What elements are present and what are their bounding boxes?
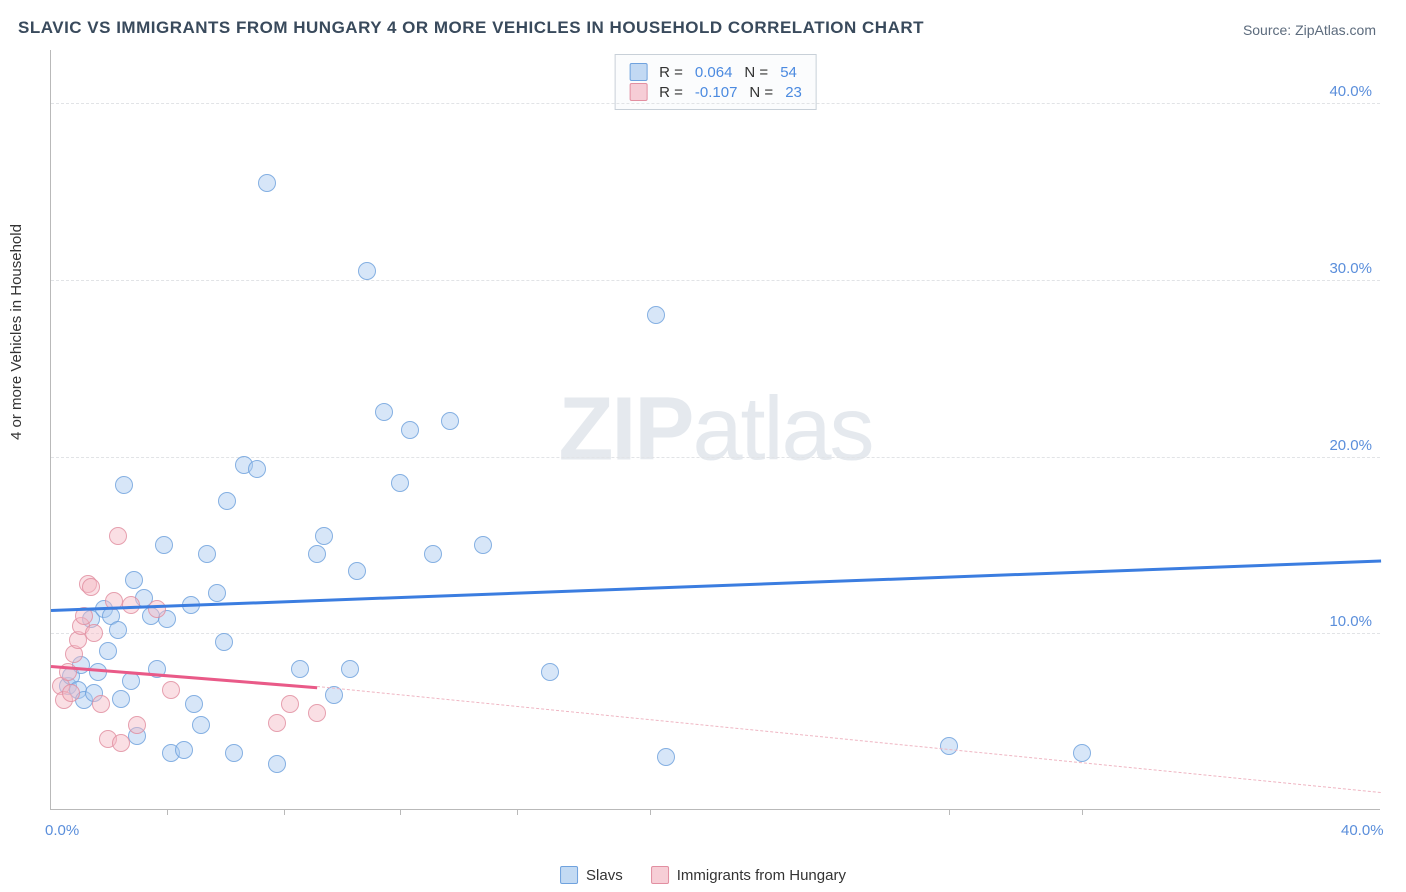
data-point: [268, 755, 286, 773]
data-point: [62, 684, 80, 702]
gridline: [51, 457, 1380, 458]
gridline: [51, 633, 1380, 634]
legend-swatch: [629, 63, 647, 81]
y-axis-label: 4 or more Vehicles in Household: [8, 224, 25, 440]
data-point: [162, 681, 180, 699]
plot-area: ZIPatlas R = 0.064 N = 54 R = -0.107 N = 23 10.…: [50, 50, 1380, 810]
x-tick-mark: [517, 809, 518, 815]
trend-line: [51, 559, 1381, 611]
data-point: [258, 174, 276, 192]
data-point: [109, 527, 127, 545]
data-point: [198, 545, 216, 563]
r-label: R =: [659, 84, 683, 101]
data-point: [474, 536, 492, 554]
data-point: [155, 536, 173, 554]
legend-item: Immigrants from Hungary: [651, 866, 846, 884]
data-point: [268, 714, 286, 732]
x-tick-label: 40.0%: [1341, 822, 1384, 839]
data-point: [248, 460, 266, 478]
legend-swatch: [629, 83, 647, 101]
data-point: [424, 545, 442, 563]
data-point: [148, 600, 166, 618]
y-tick-label: 10.0%: [1329, 613, 1372, 630]
x-tick-mark: [284, 809, 285, 815]
data-point: [541, 663, 559, 681]
x-tick-mark: [400, 809, 401, 815]
r-label: R =: [659, 64, 683, 81]
data-point: [358, 262, 376, 280]
legend-stat-row: R = 0.064 N = 54: [629, 63, 802, 81]
gridline: [51, 103, 1380, 104]
data-point: [192, 716, 210, 734]
legend-label: Immigrants from Hungary: [677, 867, 846, 884]
data-point: [647, 306, 665, 324]
legend-series: Slavs Immigrants from Hungary: [560, 866, 846, 884]
x-tick-mark: [167, 809, 168, 815]
data-point: [82, 578, 100, 596]
trend-line-dashed: [317, 686, 1381, 793]
r-value: -0.107: [695, 84, 738, 101]
data-point: [85, 624, 103, 642]
x-tick-mark: [650, 809, 651, 815]
data-point: [112, 734, 130, 752]
legend-stat-row: R = -0.107 N = 23: [629, 83, 802, 101]
data-point: [215, 633, 233, 651]
data-point: [441, 412, 459, 430]
legend-item: Slavs: [560, 866, 623, 884]
data-point: [348, 562, 366, 580]
n-value: 54: [780, 64, 797, 81]
data-point: [308, 704, 326, 722]
data-point: [291, 660, 309, 678]
source-label: Source: ZipAtlas.com: [1243, 22, 1376, 38]
legend-swatch: [651, 866, 669, 884]
data-point: [375, 403, 393, 421]
x-tick-mark: [949, 809, 950, 815]
gridline: [51, 280, 1380, 281]
data-point: [315, 527, 333, 545]
n-value: 23: [785, 84, 802, 101]
chart-container: SLAVIC VS IMMIGRANTS FROM HUNGARY 4 OR M…: [0, 0, 1406, 892]
data-point: [940, 737, 958, 755]
data-point: [92, 695, 110, 713]
data-point: [109, 621, 127, 639]
legend-label: Slavs: [586, 867, 623, 884]
data-point: [185, 695, 203, 713]
data-point: [308, 545, 326, 563]
data-point: [218, 492, 236, 510]
data-point: [112, 690, 130, 708]
data-point: [401, 421, 419, 439]
data-point: [225, 744, 243, 762]
legend-stats: R = 0.064 N = 54 R = -0.107 N = 23: [614, 54, 817, 110]
legend-swatch: [560, 866, 578, 884]
x-tick-label: 0.0%: [45, 822, 79, 839]
data-point: [281, 695, 299, 713]
data-point: [1073, 744, 1091, 762]
n-label: N =: [749, 84, 773, 101]
data-point: [341, 660, 359, 678]
chart-title: SLAVIC VS IMMIGRANTS FROM HUNGARY 4 OR M…: [18, 18, 924, 38]
data-point: [657, 748, 675, 766]
y-tick-label: 40.0%: [1329, 83, 1372, 100]
r-value: 0.064: [695, 64, 733, 81]
n-label: N =: [744, 64, 768, 81]
x-tick-mark: [1082, 809, 1083, 815]
data-point: [128, 716, 146, 734]
data-point: [391, 474, 409, 492]
data-point: [208, 584, 226, 602]
watermark: ZIPatlas: [558, 378, 872, 481]
data-point: [99, 642, 117, 660]
y-tick-label: 30.0%: [1329, 260, 1372, 277]
data-point: [115, 476, 133, 494]
data-point: [125, 571, 143, 589]
y-tick-label: 20.0%: [1329, 437, 1372, 454]
data-point: [175, 741, 193, 759]
